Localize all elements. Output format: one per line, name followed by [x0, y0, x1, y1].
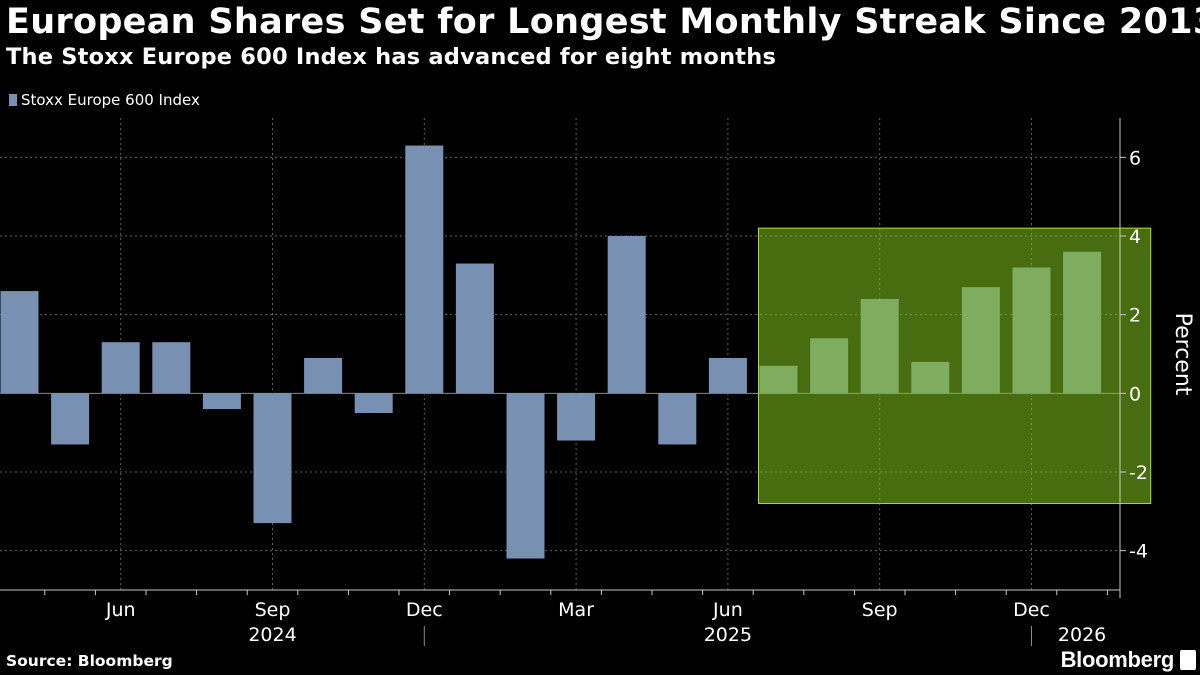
bloomberg-logo: Bloomberg [1061, 647, 1196, 673]
bar-2024-12 [405, 145, 444, 394]
x-tick-label: Dec [406, 599, 443, 621]
bar-2025-02 [506, 393, 545, 559]
y-tick-label: -2 [1129, 462, 1148, 484]
bar-2025-03 [557, 393, 596, 441]
brand-name: Bloomberg [1060, 647, 1175, 672]
y-tick-label: 2 [1129, 305, 1141, 327]
bar-2024-09 [253, 393, 292, 524]
x-tick-label: Mar [558, 599, 594, 621]
y-axis-label: Percent [1170, 313, 1195, 396]
y-tick-label: 0 [1129, 383, 1141, 405]
x-tick-label: Sep [255, 599, 291, 621]
year-label: 2025 [704, 624, 752, 646]
bar-2024-05 [51, 393, 90, 445]
y-tick-label: -4 [1129, 541, 1148, 563]
year-label: 2024 [248, 624, 296, 646]
bar-2025-01 [455, 263, 494, 394]
bar-2024-11 [354, 393, 393, 413]
legend: Stoxx Europe 600 Index [9, 91, 200, 109]
bar-2024-08 [202, 393, 241, 410]
bar-2024-04 [0, 291, 39, 394]
bar-2024-10 [304, 357, 343, 394]
bar-2025-04 [607, 236, 646, 394]
bar-2024-06 [101, 342, 140, 394]
legend-label: Stoxx Europe 600 Index [21, 91, 200, 109]
bar-2025-05 [658, 393, 697, 445]
source-note: Source: Bloomberg [6, 652, 173, 670]
year-label: 2026 [1058, 624, 1106, 646]
x-tick-label: Dec [1013, 599, 1050, 621]
chart-subtitle: The Stoxx Europe 600 Index has advanced … [6, 44, 777, 70]
x-tick-label: Jun [105, 599, 136, 621]
chart-title: European Shares Set for Longest Monthly … [6, 2, 1200, 42]
bloomberg-terminal-icon [1180, 650, 1196, 670]
bar-2024-07 [152, 342, 191, 394]
bar-2025-06 [708, 357, 747, 394]
x-tick-label: Jun [712, 599, 743, 621]
highlight-box [758, 227, 1152, 504]
x-tick-label: Sep [862, 599, 898, 621]
y-tick-label: 6 [1129, 147, 1141, 169]
y-tick-label: 4 [1129, 226, 1141, 248]
legend-swatch [9, 94, 17, 106]
